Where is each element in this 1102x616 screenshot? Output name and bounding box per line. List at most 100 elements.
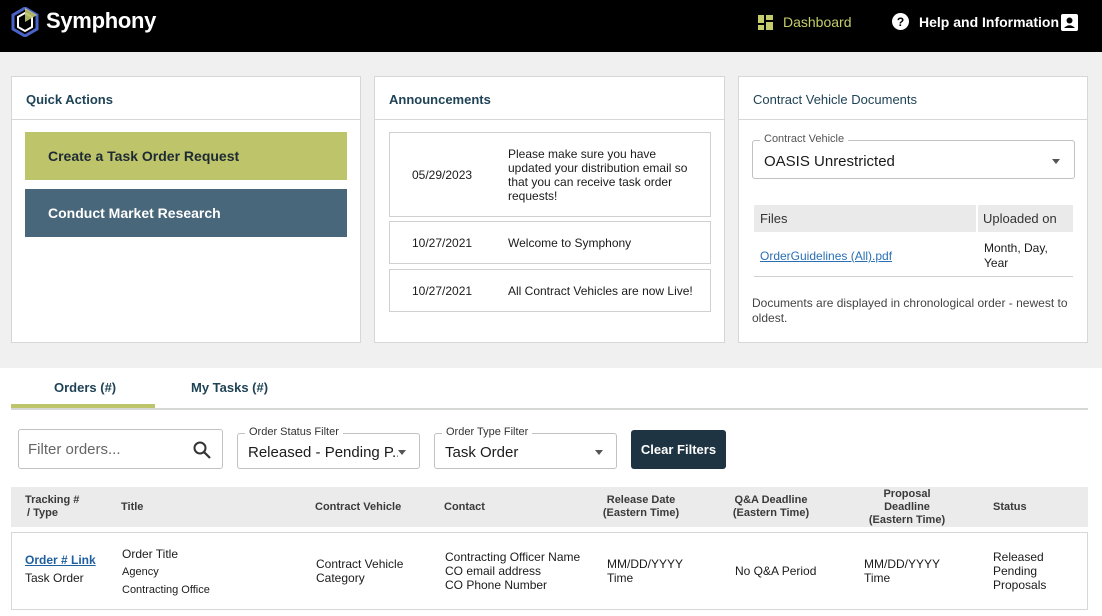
order-status-filter-label: Order Status Filter [245, 426, 343, 438]
status-line: Proposals [993, 578, 1047, 592]
vehicle-name: Contract Vehicle [316, 557, 404, 571]
divider [739, 119, 1087, 120]
column-header-release-date[interactable]: Release Date (Eastern Time) [591, 494, 691, 520]
vehicle-category: Category [316, 571, 365, 585]
contract-vehicle-label: Contract Vehicle [760, 133, 849, 145]
cell-contract-vehicle: Contract Vehicle Category [316, 557, 403, 585]
announcement-item: 05/29/2023 Please make sure you have upd… [389, 132, 711, 217]
announcement-text: Please make sure you have updated your d… [508, 146, 688, 203]
cell-status: Released Pending Proposals [993, 550, 1046, 592]
announcement-text: Welcome to Symphony [508, 235, 632, 250]
table-row: Order # Link Task Order Order Title Agen… [11, 532, 1088, 610]
cv-documents-title: Contract Vehicle Documents [753, 92, 918, 107]
order-type-filter-label: Order Type Filter [442, 426, 533, 438]
header-line: Proposal [883, 488, 931, 500]
uploaded-column-header: Uploaded on [983, 211, 1057, 226]
announcement-date: 10/27/2021 [412, 235, 473, 250]
conduct-market-research-button[interactable]: Conduct Market Research [25, 189, 347, 237]
cell-release-date: MM/DD/YYYY Time [607, 557, 683, 585]
announcement-item: 10/27/2021 Welcome to Symphony [389, 221, 711, 264]
announcements-card: Announcements 05/29/2023 Please make sur… [374, 76, 725, 343]
profile-icon[interactable] [1061, 14, 1078, 31]
column-separator [976, 205, 978, 232]
cell-proposal-deadline: MM/DD/YYYY Time [864, 557, 940, 585]
search-icon[interactable] [193, 441, 211, 459]
contract-vehicle-select[interactable]: Contract Vehicle OASIS Unrestricted [752, 133, 1075, 179]
proposal-date: MM/DD/YYYY [864, 557, 941, 571]
divider [754, 276, 1073, 277]
release-date: MM/DD/YYYY [607, 557, 684, 571]
contract-vehicle-value: OASIS Unrestricted [764, 153, 895, 170]
order-status-filter[interactable]: Order Status Filter Released - Pending P… [237, 426, 420, 469]
divider [12, 119, 360, 120]
filter-orders-input[interactable] [28, 438, 188, 460]
contact-email: CO email address [445, 564, 542, 578]
header-line: Deadline [884, 501, 930, 513]
create-task-order-button[interactable]: Create a Task Order Request [25, 132, 347, 180]
dashboard-top-section: Quick Actions Create a Task Order Reques… [0, 52, 1102, 368]
order-type-filter[interactable]: Order Type Filter Task Order [434, 426, 617, 469]
column-header-qa-deadline[interactable]: Q&A Deadline (Eastern Time) [721, 494, 821, 520]
cell-title: Order Title Agency Contracting Office [122, 547, 210, 597]
announcement-text: All Contract Vehicles are now Live! [508, 283, 693, 298]
header-line: / Type [27, 507, 58, 519]
file-link[interactable]: OrderGuidelines (All).pdf [760, 249, 893, 263]
tabs-baseline [11, 408, 1088, 410]
column-header-contact[interactable]: Contact [444, 501, 485, 513]
status-line: Pending [993, 564, 1038, 578]
help-icon: ? [892, 13, 909, 30]
contact-name: Contracting Officer Name [445, 550, 581, 564]
files-table-header: Files Uploaded on [754, 205, 1073, 232]
files-column-header: Files [760, 211, 788, 226]
contact-phone: CO Phone Number [445, 578, 548, 592]
file-upload-date: Month, Day, Year [984, 241, 1048, 270]
tab-my-tasks[interactable]: My Tasks (#) [191, 380, 269, 395]
release-time: Time [607, 571, 634, 585]
nav-dashboard-label: Dashboard [783, 14, 852, 30]
announcements-title: Announcements [389, 92, 491, 107]
order-contracting-office: Contracting Office [122, 584, 210, 596]
active-tab-indicator [11, 404, 155, 408]
header-line: Release Date [606, 494, 676, 506]
documents-order-note: Documents are displayed in chronological… [752, 296, 1068, 325]
dashboard-grid-icon [758, 14, 773, 30]
column-header-proposal-deadline[interactable]: Proposal Deadline (Eastern Time) [857, 488, 957, 527]
order-link[interactable]: Order # Link [25, 553, 96, 567]
column-header-title[interactable]: Title [121, 501, 144, 513]
cell-qa-deadline: No Q&A Period [735, 564, 817, 578]
orders-table-header: Tracking # / Type Title Contract Vehicle… [11, 487, 1088, 527]
order-title: Order Title [122, 547, 179, 561]
announcement-date: 10/27/2021 [412, 283, 473, 298]
order-status-filter-value: Released - Pending P... [248, 444, 398, 461]
tab-orders[interactable]: Orders (#) [54, 380, 117, 395]
header-line: (Eastern Time) [868, 514, 946, 526]
symphony-logo-icon [11, 7, 39, 37]
chevron-down-icon [595, 450, 603, 455]
announcement-date: 05/29/2023 [412, 167, 473, 182]
clear-filters-button[interactable]: Clear Filters [631, 430, 726, 469]
contract-vehicle-documents-card: Contract Vehicle Documents Contract Vehi… [738, 76, 1088, 343]
column-header-tracking[interactable]: Tracking # / Type [25, 494, 79, 520]
status-line: Released [993, 550, 1044, 564]
chevron-down-icon [398, 450, 406, 455]
quick-actions-title: Quick Actions [26, 92, 113, 107]
quick-actions-card: Quick Actions Create a Task Order Reques… [11, 76, 361, 343]
proposal-time: Time [864, 571, 891, 585]
top-navbar: Symphony Dashboard ? Help and Informatio… [0, 0, 1102, 52]
announcement-item: 10/27/2021 All Contract Vehicles are now… [389, 269, 711, 312]
nav-help-information[interactable]: ? Help and Information [892, 13, 1059, 30]
divider [375, 119, 724, 120]
header-line: Q&A Deadline [734, 494, 808, 506]
header-line: (Eastern Time) [732, 507, 810, 519]
nav-help-label: Help and Information [919, 13, 1059, 30]
order-type-filter-value: Task Order [445, 444, 519, 461]
chevron-down-icon [1052, 159, 1060, 164]
header-line: Tracking # [25, 494, 80, 506]
column-header-status[interactable]: Status [993, 501, 1027, 513]
order-type: Task Order [25, 571, 84, 585]
order-agency: Agency [122, 566, 159, 578]
brand-name[interactable]: Symphony [46, 8, 157, 33]
nav-dashboard[interactable]: Dashboard [758, 14, 852, 30]
column-header-contract-vehicle[interactable]: Contract Vehicle [315, 501, 402, 513]
header-line: (Eastern Time) [602, 507, 680, 519]
